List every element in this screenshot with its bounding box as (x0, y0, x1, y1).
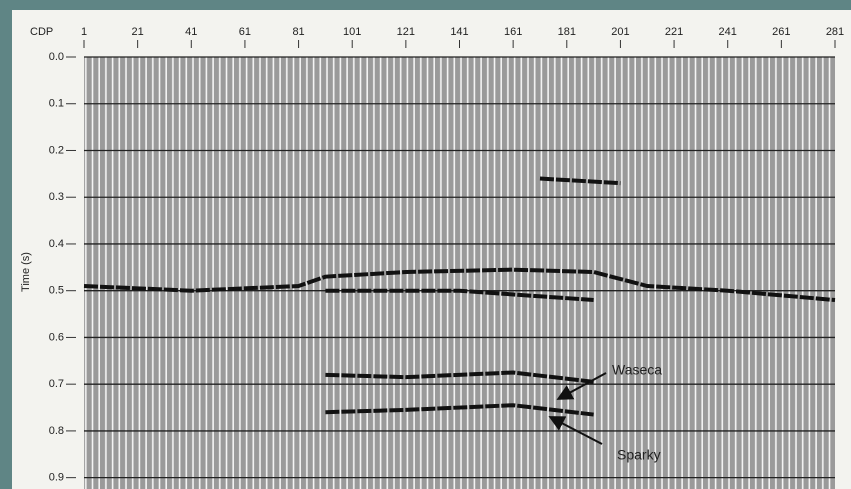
y-axis-label: Time (s) (20, 252, 32, 292)
y-tick-label: 0.6 (49, 331, 64, 343)
y-tick-label: 0.2 (49, 144, 64, 156)
x-tick-label: 1 (81, 26, 87, 38)
y-tick-label: 0.8 (49, 425, 64, 437)
x-tick-label: 121 (397, 26, 415, 38)
y-tick-label: 0.0 (49, 51, 64, 63)
x-tick-label: 21 (132, 26, 144, 38)
x-tick-label: 81 (292, 26, 304, 38)
seismic-traces (84, 57, 835, 489)
x-tick-label: 41 (185, 26, 197, 38)
x-tick-label: 201 (611, 26, 629, 38)
annotation: Waseca (612, 362, 662, 378)
y-tick-label: 0.9 (49, 472, 64, 484)
x-tick-label: 261 (772, 26, 790, 38)
x-tick-label: 221 (665, 26, 683, 38)
x-tick-label: 101 (343, 26, 361, 38)
x-axis-label: CDP (30, 26, 53, 38)
y-tick-label: 0.7 (49, 378, 64, 390)
x-tick-label: 61 (239, 26, 251, 38)
x-tick-label: 181 (558, 26, 576, 38)
x-tick-label: 141 (450, 26, 468, 38)
x-tick-label: 241 (719, 26, 737, 38)
y-tick-label: 0.5 (49, 285, 64, 297)
y-tick-label: 0.1 (49, 98, 64, 110)
x-tick-label: 161 (504, 26, 522, 38)
chart: CDP Time (s) Waseca Sparky 0.0 0.1 0.2 0.3 0… (0, 0, 851, 489)
y-tick-label: 0.3 (49, 191, 64, 203)
annotation: Sparky (617, 447, 661, 463)
x-tick-label: 281 (826, 26, 844, 38)
y-tick-label: 0.4 (49, 238, 64, 250)
